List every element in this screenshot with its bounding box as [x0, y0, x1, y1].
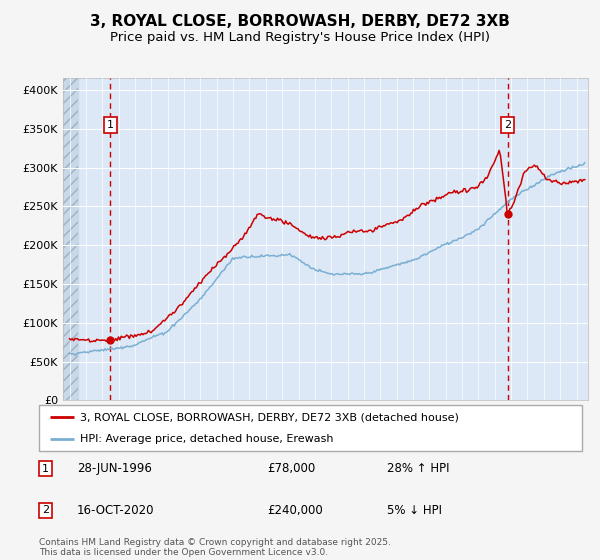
Bar — [63, 78, 78, 400]
Text: 5% ↓ HPI: 5% ↓ HPI — [386, 504, 442, 517]
Text: 1: 1 — [107, 120, 114, 130]
Text: 16-OCT-2020: 16-OCT-2020 — [77, 504, 155, 517]
Text: £240,000: £240,000 — [267, 504, 323, 517]
Text: 28-JUN-1996: 28-JUN-1996 — [77, 462, 152, 475]
Bar — [63, 78, 78, 400]
Text: 1: 1 — [42, 464, 49, 474]
Text: £78,000: £78,000 — [267, 462, 316, 475]
Text: 28% ↑ HPI: 28% ↑ HPI — [386, 462, 449, 475]
Text: Price paid vs. HM Land Registry's House Price Index (HPI): Price paid vs. HM Land Registry's House … — [110, 31, 490, 44]
Text: 3, ROYAL CLOSE, BORROWASH, DERBY, DE72 3XB (detached house): 3, ROYAL CLOSE, BORROWASH, DERBY, DE72 3… — [80, 412, 458, 422]
Text: 3, ROYAL CLOSE, BORROWASH, DERBY, DE72 3XB: 3, ROYAL CLOSE, BORROWASH, DERBY, DE72 3… — [90, 14, 510, 29]
Text: 2: 2 — [504, 120, 511, 130]
Text: 2: 2 — [42, 505, 49, 515]
Text: HPI: Average price, detached house, Erewash: HPI: Average price, detached house, Erew… — [80, 435, 333, 444]
Text: Contains HM Land Registry data © Crown copyright and database right 2025.
This d: Contains HM Land Registry data © Crown c… — [39, 538, 391, 557]
